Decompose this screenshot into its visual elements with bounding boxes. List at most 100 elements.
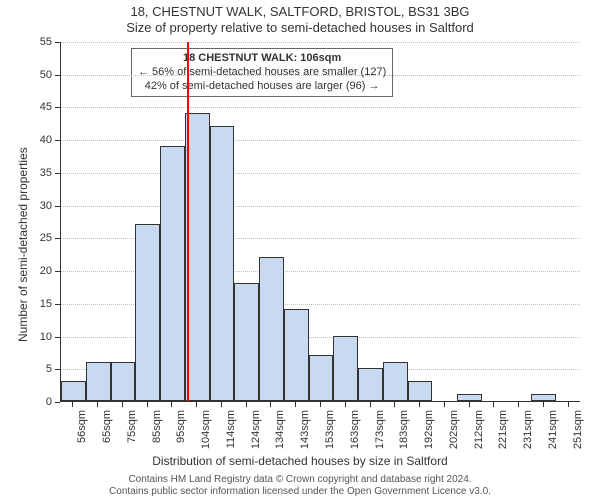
x-tick-label: 212sqm bbox=[473, 410, 485, 460]
histogram-bar bbox=[333, 336, 358, 401]
x-tick bbox=[246, 402, 247, 407]
chart-subtitle: Size of property relative to semi-detach… bbox=[0, 20, 600, 35]
annotation-box: 18 CHESTNUT WALK: 106sqm ← 56% of semi-d… bbox=[131, 48, 393, 97]
x-tick bbox=[147, 402, 148, 407]
x-tick-label: 56sqm bbox=[76, 410, 88, 460]
footer-line-2: Contains public sector information licen… bbox=[0, 486, 600, 498]
x-tick-label: 134sqm bbox=[274, 410, 286, 460]
histogram-bar bbox=[160, 146, 185, 401]
footer-line-1: Contains HM Land Registry data © Crown c… bbox=[0, 474, 600, 486]
y-tick bbox=[55, 238, 60, 239]
x-tick-label: 251sqm bbox=[572, 410, 584, 460]
x-tick bbox=[221, 402, 222, 407]
x-tick bbox=[419, 402, 420, 407]
histogram-bar bbox=[358, 368, 383, 401]
y-tick-label: 0 bbox=[30, 396, 52, 408]
x-tick-label: 95sqm bbox=[175, 410, 187, 460]
y-tick bbox=[55, 140, 60, 141]
x-tick bbox=[345, 402, 346, 407]
annotation-title: 18 CHESTNUT WALK: 106sqm bbox=[138, 52, 386, 66]
grid-line bbox=[61, 173, 580, 174]
x-tick-label: 104sqm bbox=[200, 410, 212, 460]
x-tick bbox=[518, 402, 519, 407]
y-tick-label: 50 bbox=[30, 69, 52, 81]
y-tick-label: 5 bbox=[30, 363, 52, 375]
chart-footer: Contains HM Land Registry data © Crown c… bbox=[0, 474, 600, 498]
y-tick bbox=[55, 75, 60, 76]
y-tick bbox=[55, 206, 60, 207]
x-tick bbox=[370, 402, 371, 407]
y-tick-label: 25 bbox=[30, 232, 52, 244]
histogram-bar bbox=[309, 355, 334, 401]
x-tick bbox=[122, 402, 123, 407]
x-tick-label: 231sqm bbox=[522, 410, 534, 460]
x-tick bbox=[320, 402, 321, 407]
histogram-bar bbox=[86, 362, 111, 401]
histogram-bar bbox=[259, 257, 284, 401]
grid-line bbox=[61, 75, 580, 76]
x-tick-label: 221sqm bbox=[497, 410, 509, 460]
grid-line bbox=[61, 42, 580, 43]
y-tick bbox=[55, 107, 60, 108]
y-tick bbox=[55, 271, 60, 272]
x-tick-label: 241sqm bbox=[547, 410, 559, 460]
x-tick bbox=[72, 402, 73, 407]
x-tick-label: 202sqm bbox=[448, 410, 460, 460]
y-tick-label: 40 bbox=[30, 134, 52, 146]
x-tick-label: 173sqm bbox=[374, 410, 386, 460]
y-axis-title: Number of semi-detached properties bbox=[16, 147, 30, 342]
y-tick-label: 30 bbox=[30, 200, 52, 212]
y-tick bbox=[55, 402, 60, 403]
x-tick-label: 65sqm bbox=[101, 410, 113, 460]
histogram-chart: 18, CHESTNUT WALK, SALTFORD, BRISTOL, BS… bbox=[0, 0, 600, 500]
x-tick bbox=[171, 402, 172, 407]
x-tick bbox=[568, 402, 569, 407]
histogram-bar bbox=[531, 394, 556, 401]
y-tick bbox=[55, 369, 60, 370]
y-tick-label: 55 bbox=[30, 36, 52, 48]
grid-line bbox=[61, 107, 580, 108]
x-tick-label: 124sqm bbox=[250, 410, 262, 460]
x-tick bbox=[469, 402, 470, 407]
histogram-bar bbox=[284, 309, 309, 401]
histogram-bar bbox=[135, 224, 160, 401]
grid-line bbox=[61, 206, 580, 207]
x-tick bbox=[196, 402, 197, 407]
grid-line bbox=[61, 140, 580, 141]
plot-area: 18 CHESTNUT WALK: 106sqm ← 56% of semi-d… bbox=[60, 42, 580, 402]
y-tick-label: 45 bbox=[30, 101, 52, 113]
y-tick bbox=[55, 42, 60, 43]
x-tick bbox=[543, 402, 544, 407]
x-tick-label: 85sqm bbox=[151, 410, 163, 460]
histogram-bar bbox=[408, 381, 433, 401]
chart-title: 18, CHESTNUT WALK, SALTFORD, BRISTOL, BS… bbox=[0, 4, 600, 19]
histogram-bar bbox=[383, 362, 408, 401]
property-marker-line bbox=[187, 42, 189, 401]
histogram-bar bbox=[457, 394, 482, 401]
annotation-line-smaller: ← 56% of semi-detached houses are smalle… bbox=[138, 66, 386, 80]
x-tick-label: 183sqm bbox=[398, 410, 410, 460]
x-tick bbox=[493, 402, 494, 407]
histogram-bar bbox=[111, 362, 136, 401]
y-tick-label: 10 bbox=[30, 331, 52, 343]
x-tick bbox=[444, 402, 445, 407]
y-tick bbox=[55, 337, 60, 338]
x-tick-label: 114sqm bbox=[225, 410, 237, 460]
histogram-bar bbox=[210, 126, 235, 401]
y-tick-label: 15 bbox=[30, 298, 52, 310]
x-tick-label: 143sqm bbox=[299, 410, 311, 460]
x-tick bbox=[394, 402, 395, 407]
histogram-bar bbox=[234, 283, 259, 401]
y-tick bbox=[55, 173, 60, 174]
y-tick bbox=[55, 304, 60, 305]
x-tick bbox=[270, 402, 271, 407]
y-tick-label: 20 bbox=[30, 265, 52, 277]
annotation-line-larger: 42% of semi-detached houses are larger (… bbox=[138, 80, 386, 94]
histogram-bar bbox=[61, 381, 86, 401]
x-tick bbox=[295, 402, 296, 407]
x-tick-label: 75sqm bbox=[126, 410, 138, 460]
x-tick-label: 163sqm bbox=[349, 410, 361, 460]
x-tick-label: 153sqm bbox=[324, 410, 336, 460]
y-tick-label: 35 bbox=[30, 167, 52, 179]
x-tick bbox=[97, 402, 98, 407]
